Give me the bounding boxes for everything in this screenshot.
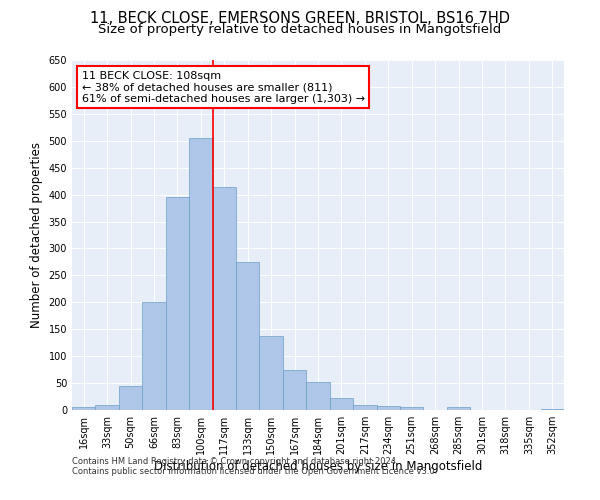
Text: 11, BECK CLOSE, EMERSONS GREEN, BRISTOL, BS16 7HD: 11, BECK CLOSE, EMERSONS GREEN, BRISTOL,… <box>90 11 510 26</box>
Text: Contains public sector information licensed under the Open Government Licence v3: Contains public sector information licen… <box>72 468 437 476</box>
Text: 11 BECK CLOSE: 108sqm
← 38% of detached houses are smaller (811)
61% of semi-det: 11 BECK CLOSE: 108sqm ← 38% of detached … <box>82 70 365 104</box>
Bar <box>236 262 259 410</box>
Bar <box>212 186 236 410</box>
Bar <box>72 408 95 410</box>
Bar <box>447 408 470 410</box>
Bar <box>166 198 189 410</box>
Bar <box>330 398 353 410</box>
X-axis label: Distribution of detached houses by size in Mangotsfield: Distribution of detached houses by size … <box>154 460 482 473</box>
Bar <box>142 302 166 410</box>
Bar <box>189 138 212 410</box>
Bar <box>283 370 306 410</box>
Bar <box>95 404 119 410</box>
Bar <box>306 382 330 410</box>
Bar <box>353 404 377 410</box>
Bar <box>400 408 424 410</box>
Bar <box>119 386 142 410</box>
Bar <box>377 406 400 410</box>
Text: Contains HM Land Registry data © Crown copyright and database right 2024.: Contains HM Land Registry data © Crown c… <box>72 458 398 466</box>
Bar <box>541 409 564 410</box>
Text: Size of property relative to detached houses in Mangotsfield: Size of property relative to detached ho… <box>98 22 502 36</box>
Y-axis label: Number of detached properties: Number of detached properties <box>30 142 43 328</box>
Bar <box>259 336 283 410</box>
